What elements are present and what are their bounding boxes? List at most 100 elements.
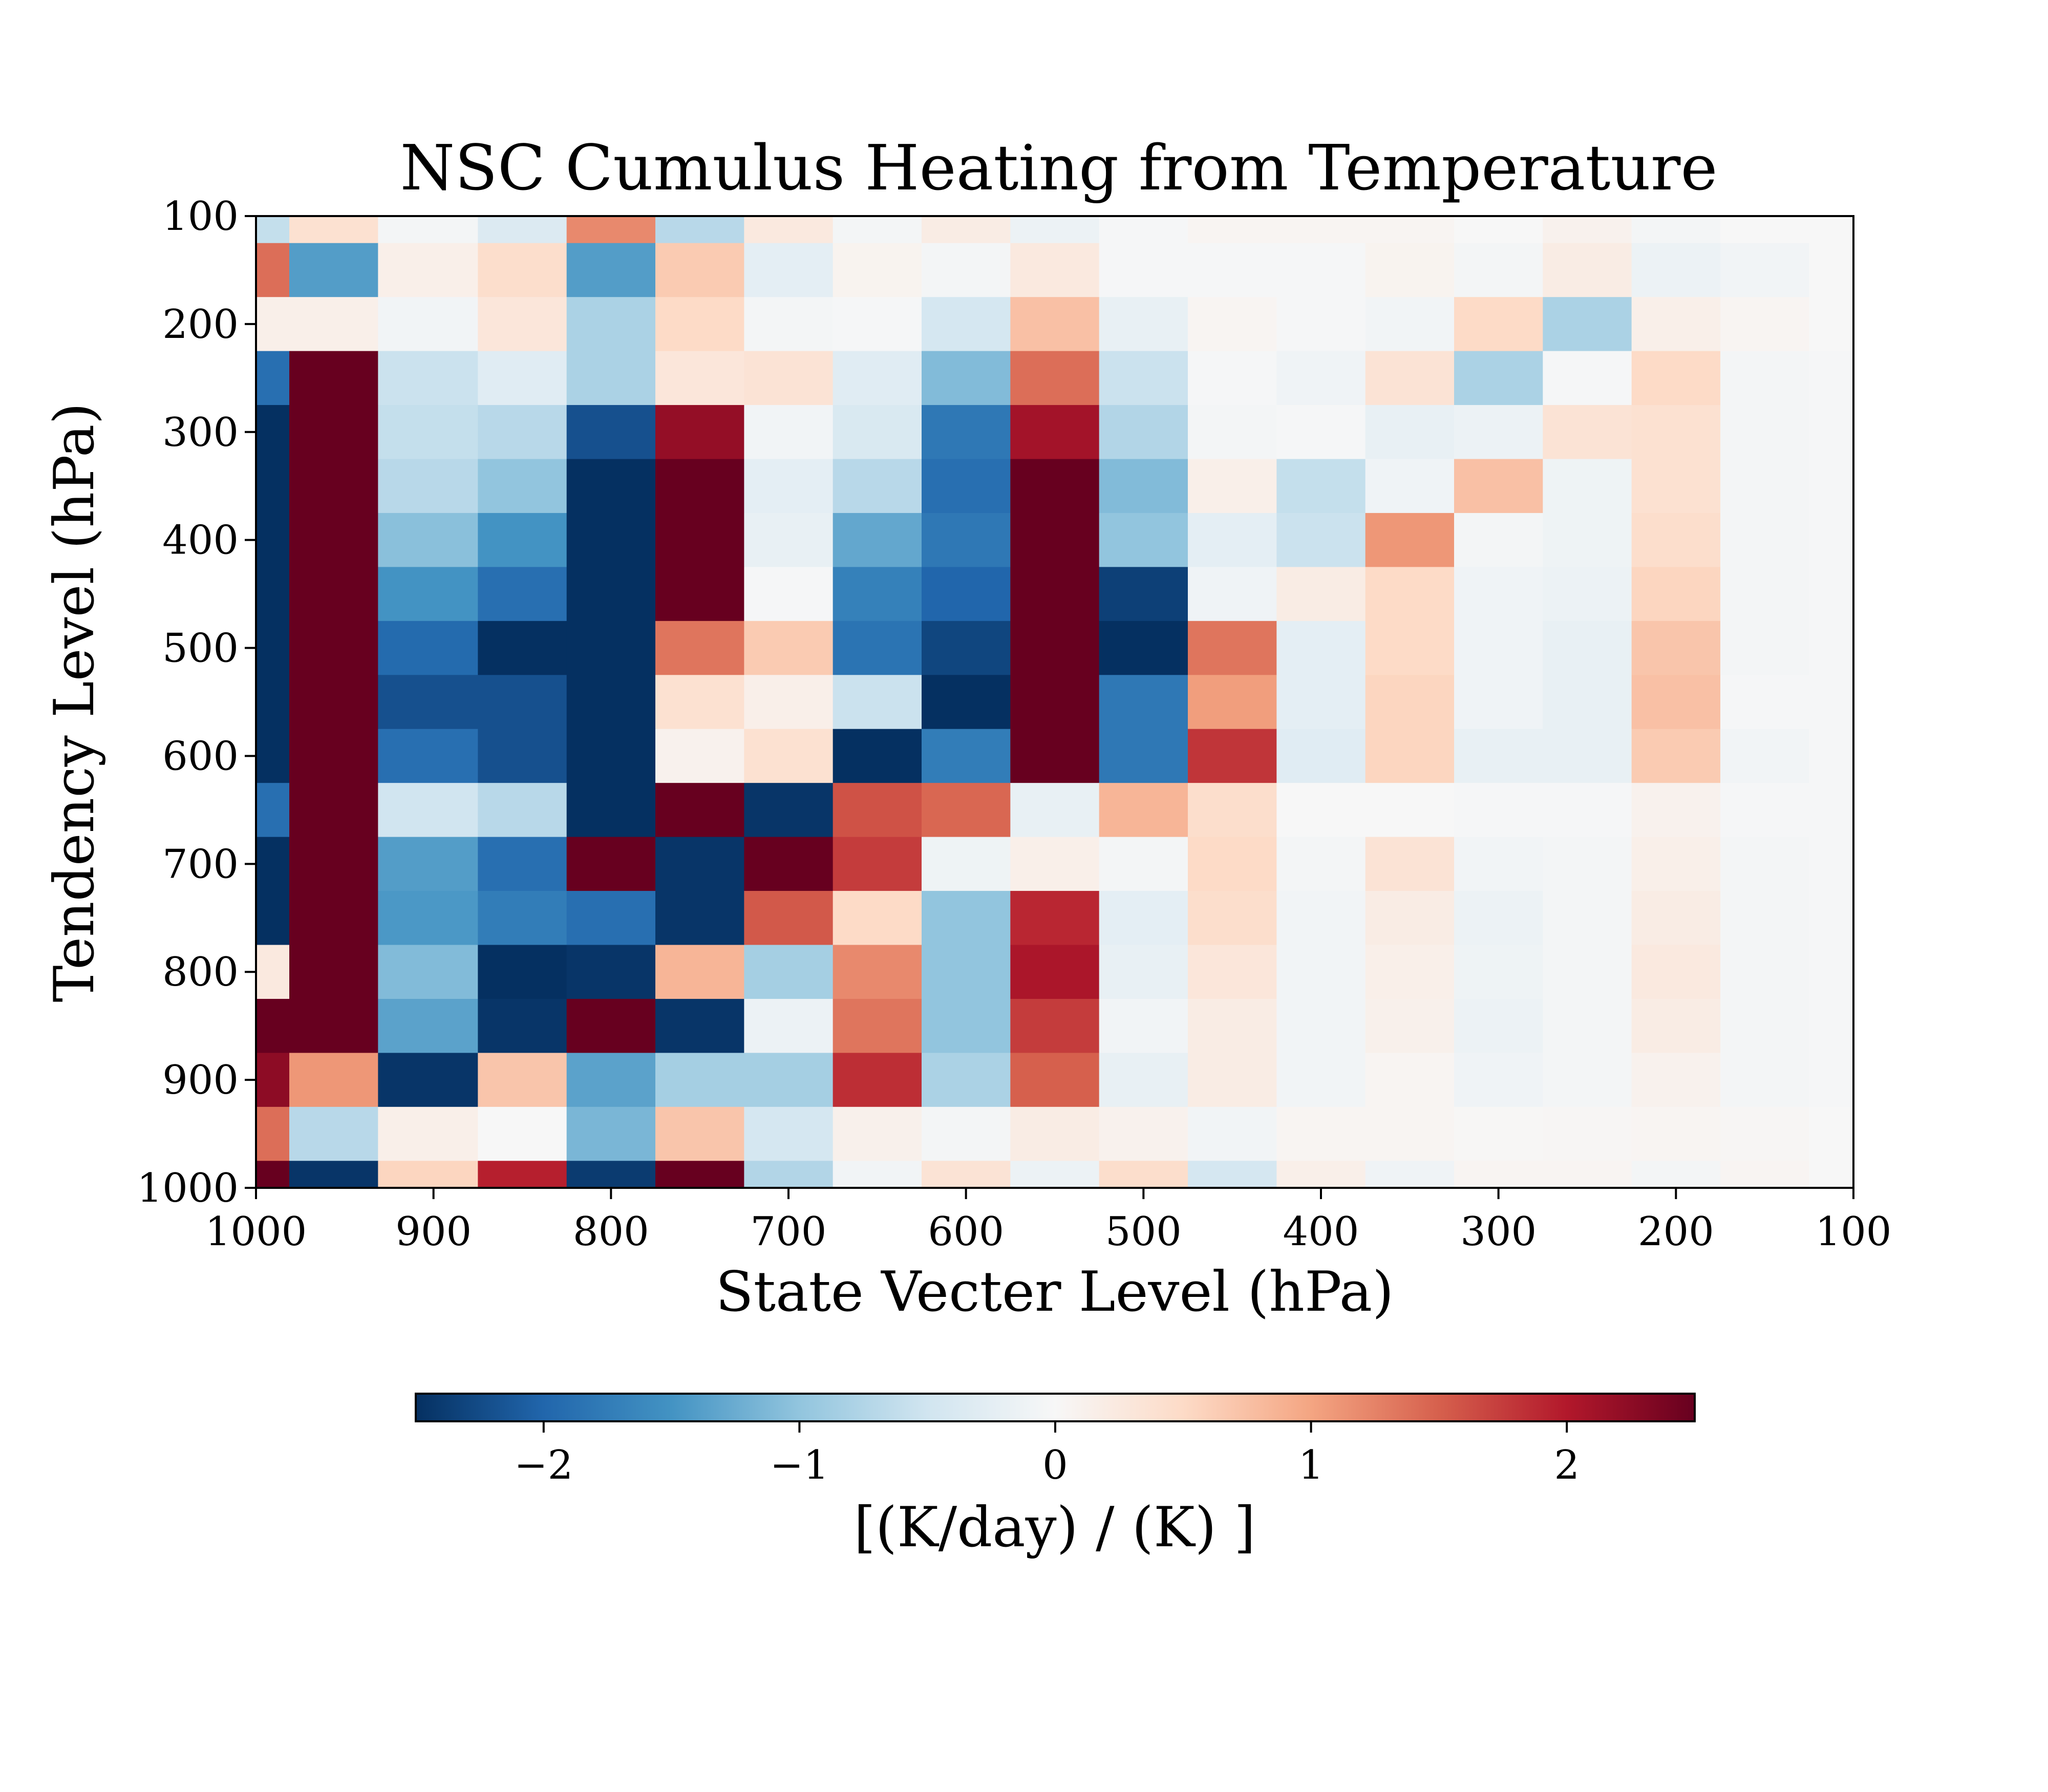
heatmap-cell xyxy=(922,567,1011,622)
heatmap-cell xyxy=(744,297,834,352)
heatmap-cell xyxy=(922,891,1011,946)
heatmap-cell xyxy=(833,1106,922,1161)
heatmap-cell xyxy=(378,945,478,999)
colorbar-tick-label: −2 xyxy=(514,1442,573,1488)
y-tick-label: 1000 xyxy=(137,1165,239,1211)
heatmap-cell xyxy=(1720,891,1809,946)
heatmap-cell xyxy=(1720,783,1809,838)
heatmap-cell xyxy=(478,405,567,460)
heatmap-cell xyxy=(289,891,378,946)
heatmap-cell xyxy=(655,459,744,514)
heatmap-cell xyxy=(833,729,922,783)
heatmap-cell xyxy=(655,621,744,675)
heatmap-cell xyxy=(655,567,744,622)
heatmap-cell xyxy=(922,351,1011,406)
heatmap-cell xyxy=(1365,243,1455,297)
heatmap-cell xyxy=(289,513,378,567)
heatmap-cell xyxy=(566,945,656,999)
heatmap-cell xyxy=(1543,783,1632,838)
heatmap-cell xyxy=(478,998,567,1053)
heatmap-cell xyxy=(478,1053,567,1107)
heatmap-cell xyxy=(566,405,656,460)
heatmap-cell xyxy=(1809,783,1854,838)
heatmap-cell xyxy=(1010,621,1100,675)
heatmap-cell xyxy=(1099,998,1188,1053)
heatmap-cell xyxy=(833,1053,922,1107)
heatmap-cell xyxy=(744,459,834,514)
heatmap-cell xyxy=(1099,351,1188,406)
heatmap-cell xyxy=(922,1106,1011,1161)
heatmap-cell xyxy=(1010,891,1100,946)
heatmap-cell xyxy=(1631,998,1721,1053)
heatmap-cell xyxy=(256,351,290,406)
heatmap-cell xyxy=(655,945,744,999)
heatmap-cell xyxy=(256,998,290,1053)
heatmap-cell xyxy=(1809,1106,1854,1161)
heatmap-cell xyxy=(378,513,478,567)
heatmap-cell xyxy=(256,216,290,244)
y-tick-label: 700 xyxy=(162,841,239,887)
heatmap-cell xyxy=(1543,1106,1632,1161)
heatmap-cell xyxy=(922,729,1011,783)
heatmap-cell xyxy=(256,405,290,460)
heatmap-cell xyxy=(1188,1053,1277,1107)
heatmap-cell xyxy=(744,243,834,297)
x-tick-label: 800 xyxy=(573,1209,649,1255)
heatmap-cell xyxy=(1720,513,1809,567)
heatmap-cell xyxy=(1454,945,1543,999)
heatmap-cell xyxy=(1543,945,1632,999)
heatmap-cell xyxy=(1543,621,1632,675)
heatmap-cell xyxy=(744,783,834,838)
heatmap-cell xyxy=(1454,513,1543,567)
heatmap-cell xyxy=(1276,837,1366,891)
heatmap-cell xyxy=(1543,297,1632,352)
heatmap-cell xyxy=(1809,945,1854,999)
x-axis-ticks: 1000 900 800 700 600 500 400 300 200 100 xyxy=(205,1188,1891,1255)
heatmap-cell xyxy=(744,1161,834,1188)
heatmap-cell xyxy=(1188,243,1277,297)
heatmap-cell xyxy=(289,621,378,675)
heatmap-cell xyxy=(1454,351,1543,406)
heatmap-cell xyxy=(478,216,567,244)
heatmap-cell xyxy=(1188,621,1277,675)
y-tick-label: 900 xyxy=(162,1057,239,1103)
heatmap-cell xyxy=(378,216,478,244)
colorbar-tick-label: 1 xyxy=(1298,1442,1324,1488)
heatmap-cell xyxy=(256,1161,290,1188)
heatmap-cell xyxy=(1276,1053,1366,1107)
heatmap-cell xyxy=(566,621,656,675)
heatmap-cell xyxy=(1543,729,1632,783)
heatmap-cell xyxy=(655,513,744,567)
heatmap-cell xyxy=(744,351,834,406)
heatmap-cell xyxy=(1188,729,1277,783)
heatmap-cell xyxy=(1010,351,1100,406)
heatmap-cell xyxy=(1543,216,1632,244)
heatmap-cell xyxy=(256,567,290,622)
heatmap-cell xyxy=(1720,243,1809,297)
heatmap-cell xyxy=(1720,297,1809,352)
heatmap-cell xyxy=(478,1161,567,1188)
heatmap-cell xyxy=(478,783,567,838)
heatmap-cell xyxy=(655,405,744,460)
heatmap-cell xyxy=(1631,351,1721,406)
heatmap-cell xyxy=(1188,405,1277,460)
heatmap-cell xyxy=(1631,567,1721,622)
heatmap-cell xyxy=(744,513,834,567)
heatmap-cell xyxy=(1720,405,1809,460)
heatmap-cell xyxy=(655,675,744,730)
heatmap-cell xyxy=(744,891,834,946)
heatmap-cell xyxy=(1365,297,1455,352)
heatmap-cell xyxy=(1010,1106,1100,1161)
heatmap-cell xyxy=(1276,351,1366,406)
x-tick-label: 500 xyxy=(1105,1209,1182,1255)
y-axis-ticks: 100 200 300 400 500 600 700 800 900 1000 xyxy=(137,194,256,1211)
heatmap-cell xyxy=(922,945,1011,999)
heatmap-cell xyxy=(1188,837,1277,891)
heatmap-cell xyxy=(1365,1161,1455,1188)
heatmap-cell xyxy=(1454,837,1543,891)
heatmap-cell xyxy=(1543,351,1632,406)
colorbar-tick-label: −1 xyxy=(770,1442,829,1488)
heatmap-cell xyxy=(1809,675,1854,730)
heatmap-cell xyxy=(1720,1106,1809,1161)
